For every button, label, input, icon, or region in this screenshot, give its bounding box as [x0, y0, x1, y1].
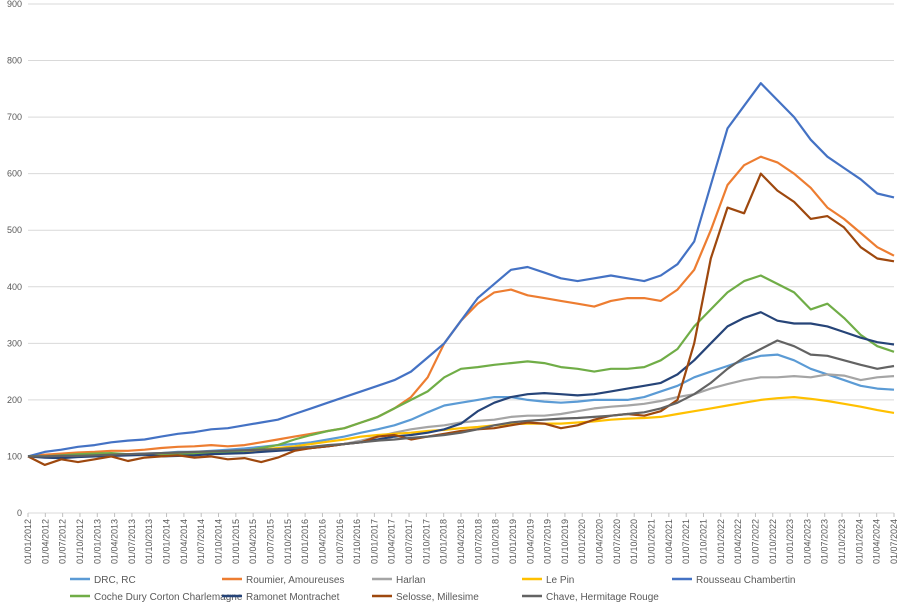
x-tick-label: 01/04/2020 — [595, 519, 605, 564]
x-tick-label: 01/04/2017 — [387, 519, 397, 564]
x-tick-label: 01/10/2012 — [75, 519, 85, 564]
legend-label: Ramonet Montrachet — [246, 592, 340, 603]
x-tick-label: 01/07/2019 — [543, 519, 553, 564]
y-axis: 0 100 200 300 400 500 600 700 800 900 — [7, 0, 22, 518]
legend: DRC, RC Roumier, Amoureuses Harlan Le Pin Ro… — [70, 575, 796, 603]
x-tick-label: 01/01/2017 — [369, 519, 379, 564]
x-tick-label: 01/10/2013 — [144, 519, 154, 564]
x-tick-label: 01/01/2016 — [300, 519, 310, 564]
legend-label: Chave, Hermitage Rouge — [546, 592, 659, 603]
series-line — [27, 155, 895, 458]
series-line — [27, 82, 895, 458]
x-tick-label: 01/10/2014 — [214, 519, 224, 564]
x-tick-label: 01/07/2016 — [335, 519, 345, 564]
x-tick-label: 01/07/2021 — [681, 519, 691, 564]
y-tick-label: 500 — [7, 225, 22, 235]
x-tick-label: 01/07/2012 — [58, 519, 68, 564]
x-tick-label: 01/04/2023 — [802, 519, 812, 564]
y-tick-label: 900 — [7, 0, 22, 9]
x-tick-label: 01/10/2016 — [352, 519, 362, 564]
y-tick-label: 300 — [7, 338, 22, 348]
x-tick-label: 01/04/2015 — [248, 519, 258, 564]
x-tick-label: 01/07/2017 — [404, 519, 414, 564]
x-tick-label: 01/04/2021 — [664, 519, 674, 564]
x-tick-label: 01/04/2014 — [179, 519, 189, 564]
series-line — [28, 373, 895, 458]
x-tick-label: 01/04/2019 — [525, 519, 535, 564]
x-tick-label: 01/07/2024 — [889, 519, 899, 564]
x-tick-label: 01/01/2014 — [162, 519, 172, 564]
x-tick-label: 01/04/2022 — [733, 519, 743, 564]
x-tick-label: 01/01/2013 — [92, 519, 102, 564]
x-axis: 01/01/2012 01/04/2012 01/07/2012 01/10/2012… — [23, 513, 899, 564]
x-tick-label: 01/04/2018 — [456, 519, 466, 564]
y-tick-label: 700 — [7, 112, 22, 122]
series-line — [27, 172, 895, 466]
x-tick-label: 01/10/2017 — [421, 519, 431, 564]
x-tick-label: 01/01/2020 — [577, 519, 587, 564]
x-tick-label: 01/04/2012 — [40, 519, 50, 564]
x-tick-label: 01/10/2023 — [837, 519, 847, 564]
x-tick-label: 01/01/2022 — [716, 519, 726, 564]
x-tick-label: 01/07/2014 — [196, 519, 206, 564]
legend-label: Roumier, Amoureuses — [246, 575, 344, 586]
y-tick-label: 600 — [7, 169, 22, 179]
x-tick-label: 01/04/2016 — [317, 519, 327, 564]
x-tick-label: 01/10/2020 — [629, 519, 639, 564]
legend-label: Selosse, Millesime — [396, 592, 479, 603]
legend-label: Coche Dury Corton Charlemagne — [94, 592, 243, 603]
x-tick-label: 01/10/2022 — [768, 519, 778, 564]
x-tick-label: 01/10/2015 — [283, 519, 293, 564]
x-tick-label: 01/01/2024 — [854, 519, 864, 564]
y-tick-label: 100 — [7, 451, 22, 461]
x-tick-label: 01/10/2018 — [491, 519, 501, 564]
x-tick-label: 01/01/2021 — [647, 519, 657, 564]
x-tick-label: 01/07/2020 — [612, 519, 622, 564]
x-tick-label: 01/01/2018 — [439, 519, 449, 564]
x-tick-label: 01/04/2013 — [110, 519, 120, 564]
legend-label: Harlan — [396, 575, 425, 586]
y-tick-label: 200 — [7, 395, 22, 405]
x-tick-label: 01/01/2023 — [785, 519, 795, 564]
x-tick-label: 01/07/2018 — [473, 519, 483, 564]
x-tick-label: 01/01/2015 — [231, 519, 241, 564]
x-tick-label: 01/07/2015 — [265, 519, 275, 564]
x-tick-label: 01/10/2021 — [698, 519, 708, 564]
x-tick-label: 01/07/2013 — [127, 519, 137, 564]
x-tick-label: 01/01/2012 — [23, 519, 33, 564]
y-tick-label: 0 — [17, 508, 22, 518]
x-tick-label: 01/04/2024 — [872, 519, 882, 564]
x-tick-label: 01/07/2023 — [820, 519, 830, 564]
x-tick-label: 01/10/2019 — [560, 519, 570, 564]
series-lines — [27, 82, 895, 466]
x-tick-label: 01/07/2022 — [750, 519, 760, 564]
legend-label: DRC, RC — [94, 575, 136, 586]
y-tick-label: 800 — [7, 56, 22, 66]
series-line — [28, 339, 895, 458]
y-tick-label: 400 — [7, 282, 22, 292]
legend-label: Le Pin — [546, 575, 574, 586]
x-tick-label: 01/01/2019 — [508, 519, 518, 564]
legend-label: Rousseau Chambertin — [696, 575, 796, 586]
